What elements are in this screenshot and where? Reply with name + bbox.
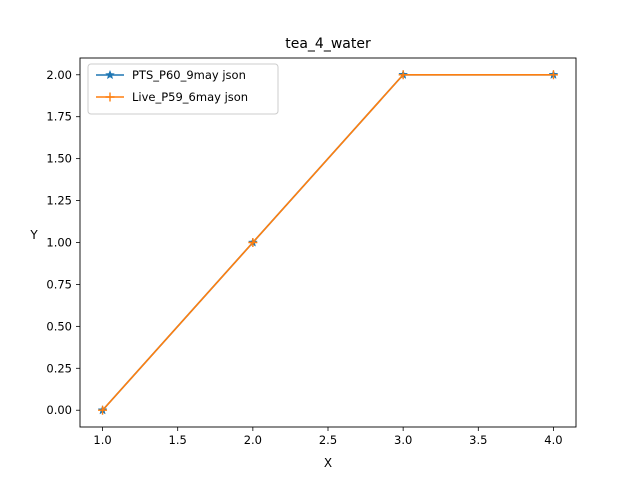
chart-title: tea_4_water [285, 36, 371, 52]
y-tick-label: 0.25 [46, 361, 72, 375]
series-2-point [548, 70, 558, 80]
y-tick-label: 0.50 [46, 319, 72, 333]
legend-box [87, 63, 279, 115]
series-2-point [398, 70, 408, 80]
y-tick-label: 1.25 [46, 194, 72, 208]
x-tick-label: 3.5 [469, 433, 487, 447]
legend: PTS_P60_9may json Live_P59_6may json [87, 63, 279, 115]
legend-marker-1 [105, 69, 115, 80]
y-tick-label: 1.00 [46, 236, 72, 250]
legend-marker-2 [105, 92, 115, 102]
y-tick-label: 0.00 [46, 403, 72, 417]
y-tick-label: 2.00 [46, 68, 72, 82]
x-tick-label: 1.5 [169, 433, 187, 447]
y-tick-label: 0.75 [46, 277, 72, 291]
series-line-2 [101, 73, 554, 411]
legend-label-1: PTS_P60_9may json [132, 68, 246, 82]
axes-frame [79, 57, 577, 428]
plot-area: 1.0 1.5 2.0 2.5 3.0 3.5 4.0 0.00 0.25 0.50 0.75 1.0… [46, 57, 577, 447]
y-axis-label: Y [29, 228, 38, 242]
x-tick-label: 4.0 [544, 433, 562, 447]
y-tick-label: 1.50 [46, 152, 72, 166]
series-2-point [98, 405, 108, 415]
x-tick-label: 2.5 [319, 433, 337, 447]
legend-label-2: Live_P59_6may json [132, 90, 248, 104]
x-tick-label: 3.0 [394, 433, 412, 447]
y-tick-label: 1.75 [46, 110, 72, 124]
series-2-point [248, 238, 258, 247]
x-axis-label: X [324, 456, 332, 470]
x-tick-label: 2.0 [244, 433, 262, 447]
x-tick-label: 1.0 [93, 433, 111, 447]
